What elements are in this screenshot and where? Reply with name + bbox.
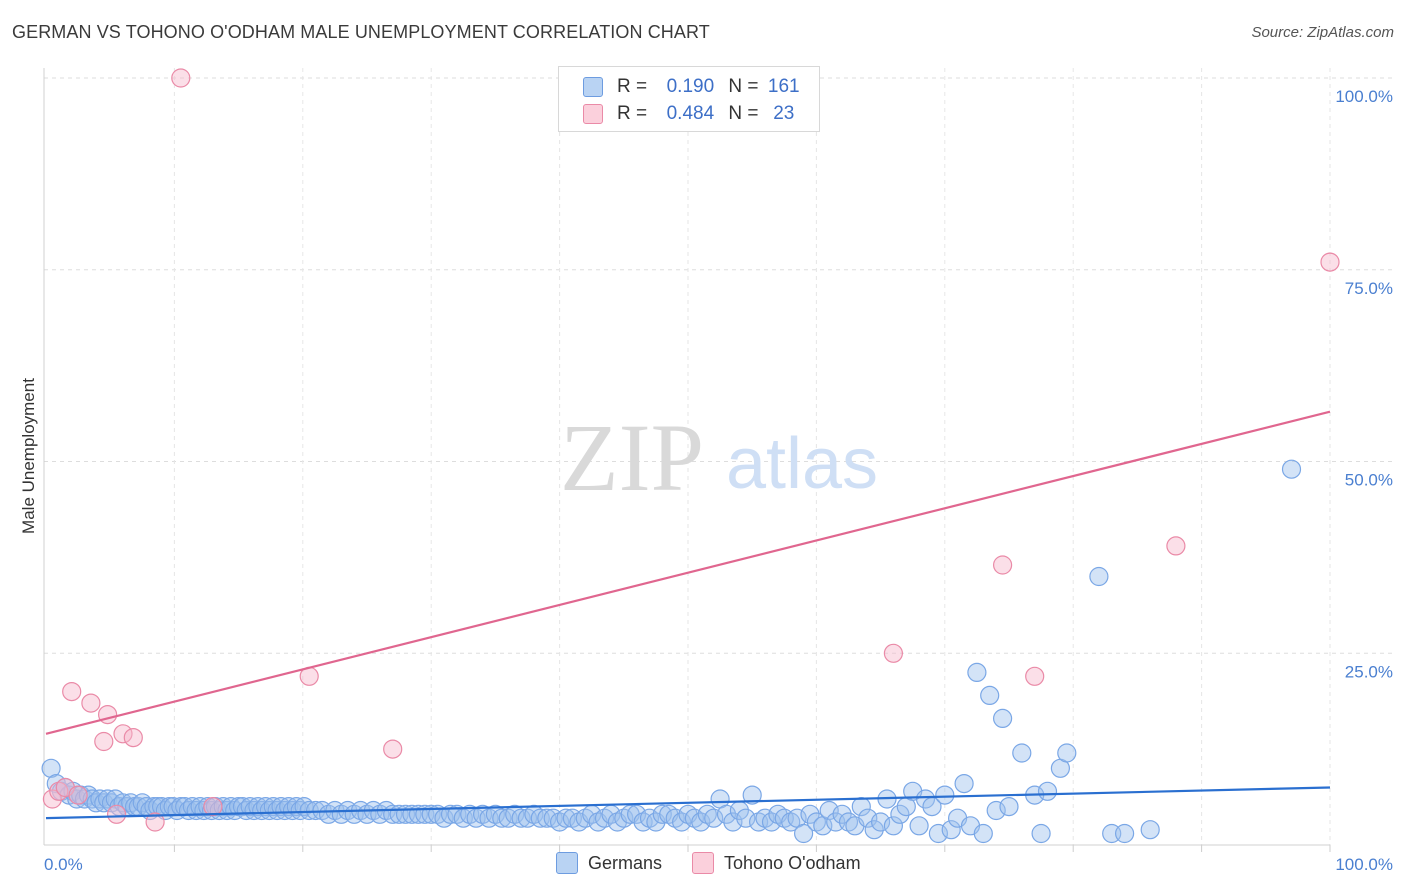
- point-germans: [511, 808, 531, 828]
- y-axis-label: Male Unemployment: [19, 378, 38, 534]
- point-germans: [999, 796, 1019, 817]
- trend-line-tohono: [45, 410, 1331, 735]
- point-germans: [94, 793, 114, 813]
- legend-swatch-germans: [583, 77, 603, 97]
- point-germans: [86, 793, 106, 813]
- legend-r-label: R =: [617, 103, 648, 124]
- legend-r-value: 0.484: [666, 103, 715, 124]
- y-tick-label: 50.0%: [1345, 471, 1393, 490]
- legend-swatch-tohono: [583, 104, 603, 124]
- point-tohono: [1166, 536, 1186, 556]
- series-legend-tohono[interactable]: Tohono O'odham: [692, 852, 861, 874]
- point-tohono: [145, 812, 165, 832]
- point-germans: [1089, 566, 1109, 587]
- point-germans: [1057, 743, 1077, 763]
- y-tick-label: 25.0%: [1345, 662, 1393, 681]
- watermark-zip: ZIP: [560, 404, 704, 511]
- point-germans: [992, 708, 1013, 729]
- watermark: ZIP atlas: [560, 404, 878, 511]
- point-germans: [1281, 459, 1302, 479]
- legend-row-tohono: R = 0.484 N = 23: [583, 102, 804, 126]
- grid-lines: [44, 68, 1392, 852]
- point-germans: [986, 800, 1006, 821]
- series-swatch-tohono: [692, 852, 715, 874]
- point-germans: [761, 812, 782, 832]
- trend-line-germans: [45, 786, 1331, 820]
- y-tick-labels: 25.0% 50.0% 75.0% 100.0%: [1335, 87, 1393, 681]
- data-points: [41, 68, 1340, 844]
- point-germans: [440, 804, 461, 824]
- point-germans: [793, 823, 814, 844]
- point-tohono: [171, 68, 191, 88]
- point-germans: [883, 816, 904, 836]
- legend-r-label: R =: [617, 76, 648, 97]
- series-legend: Germans Tohono O'odham: [556, 852, 891, 874]
- point-germans: [736, 808, 756, 828]
- point-tohono: [62, 681, 82, 702]
- point-germans: [1114, 823, 1135, 844]
- point-tohono: [94, 731, 114, 752]
- point-germans: [800, 804, 820, 824]
- point-tohono: [113, 724, 133, 744]
- chart-title: GERMAN VS TOHONO O'ODHAM MALE UNEMPLOYME…: [12, 22, 710, 42]
- point-germans: [1037, 781, 1058, 801]
- legend-r-value: 0.190: [666, 76, 715, 97]
- point-germans: [967, 662, 987, 683]
- point-germans: [935, 785, 955, 805]
- point-tohono: [1025, 666, 1045, 686]
- point-germans: [742, 785, 762, 805]
- x-tick-label: 100.0%: [1335, 855, 1393, 874]
- point-germans: [928, 823, 949, 844]
- point-tohono: [992, 555, 1013, 575]
- legend-n-value: 161: [767, 76, 800, 97]
- series-label-germans: Germans: [588, 852, 663, 873]
- legend-row-germans: R = 0.190 N = 161: [583, 75, 804, 99]
- point-germans: [704, 808, 724, 828]
- point-germans: [858, 808, 878, 828]
- legend-n-label: N =: [728, 103, 759, 124]
- series-label-tohono: Tohono O'odham: [724, 852, 861, 873]
- point-germans: [537, 808, 557, 828]
- point-tohono: [42, 789, 63, 809]
- point-germans: [909, 816, 929, 836]
- point-germans: [832, 804, 852, 824]
- point-germans: [864, 820, 884, 840]
- legend-n-value: 23: [773, 103, 795, 124]
- point-tohono: [383, 739, 403, 759]
- correlation-legend: R = 0.190 N = 161 R = 0.484 N = 23: [558, 66, 820, 132]
- point-tohono: [1320, 252, 1340, 272]
- point-germans: [915, 789, 936, 809]
- watermark-atlas: atlas: [726, 424, 878, 504]
- y-tick-label: 75.0%: [1345, 279, 1393, 298]
- point-germans: [41, 758, 61, 778]
- series-swatch-germans: [556, 852, 578, 874]
- point-germans: [1031, 823, 1051, 844]
- legend-n-label: N =: [728, 76, 759, 97]
- point-germans: [980, 685, 1000, 706]
- point-tohono: [203, 796, 223, 817]
- x-tick-label: 0.0%: [44, 855, 83, 874]
- y-tick-label: 100.0%: [1335, 87, 1393, 106]
- trend-lines: [45, 410, 1331, 820]
- point-tohono: [123, 727, 143, 748]
- point-germans: [973, 823, 993, 844]
- series-legend-germans[interactable]: Germans: [556, 852, 662, 874]
- point-germans: [671, 812, 692, 832]
- point-germans: [870, 812, 891, 832]
- point-germans: [1140, 820, 1160, 840]
- point-tohono: [106, 804, 127, 824]
- point-tohono: [883, 643, 904, 663]
- x-tick-labels: 0.0% 100.0%: [44, 855, 1393, 874]
- point-germans: [890, 804, 910, 824]
- point-germans: [1012, 743, 1032, 763]
- point-tohono: [81, 693, 101, 713]
- chart-source: Source: ZipAtlas.com: [1251, 24, 1394, 41]
- point-tohono: [68, 785, 88, 805]
- point-germans: [941, 820, 961, 840]
- point-germans: [954, 773, 974, 794]
